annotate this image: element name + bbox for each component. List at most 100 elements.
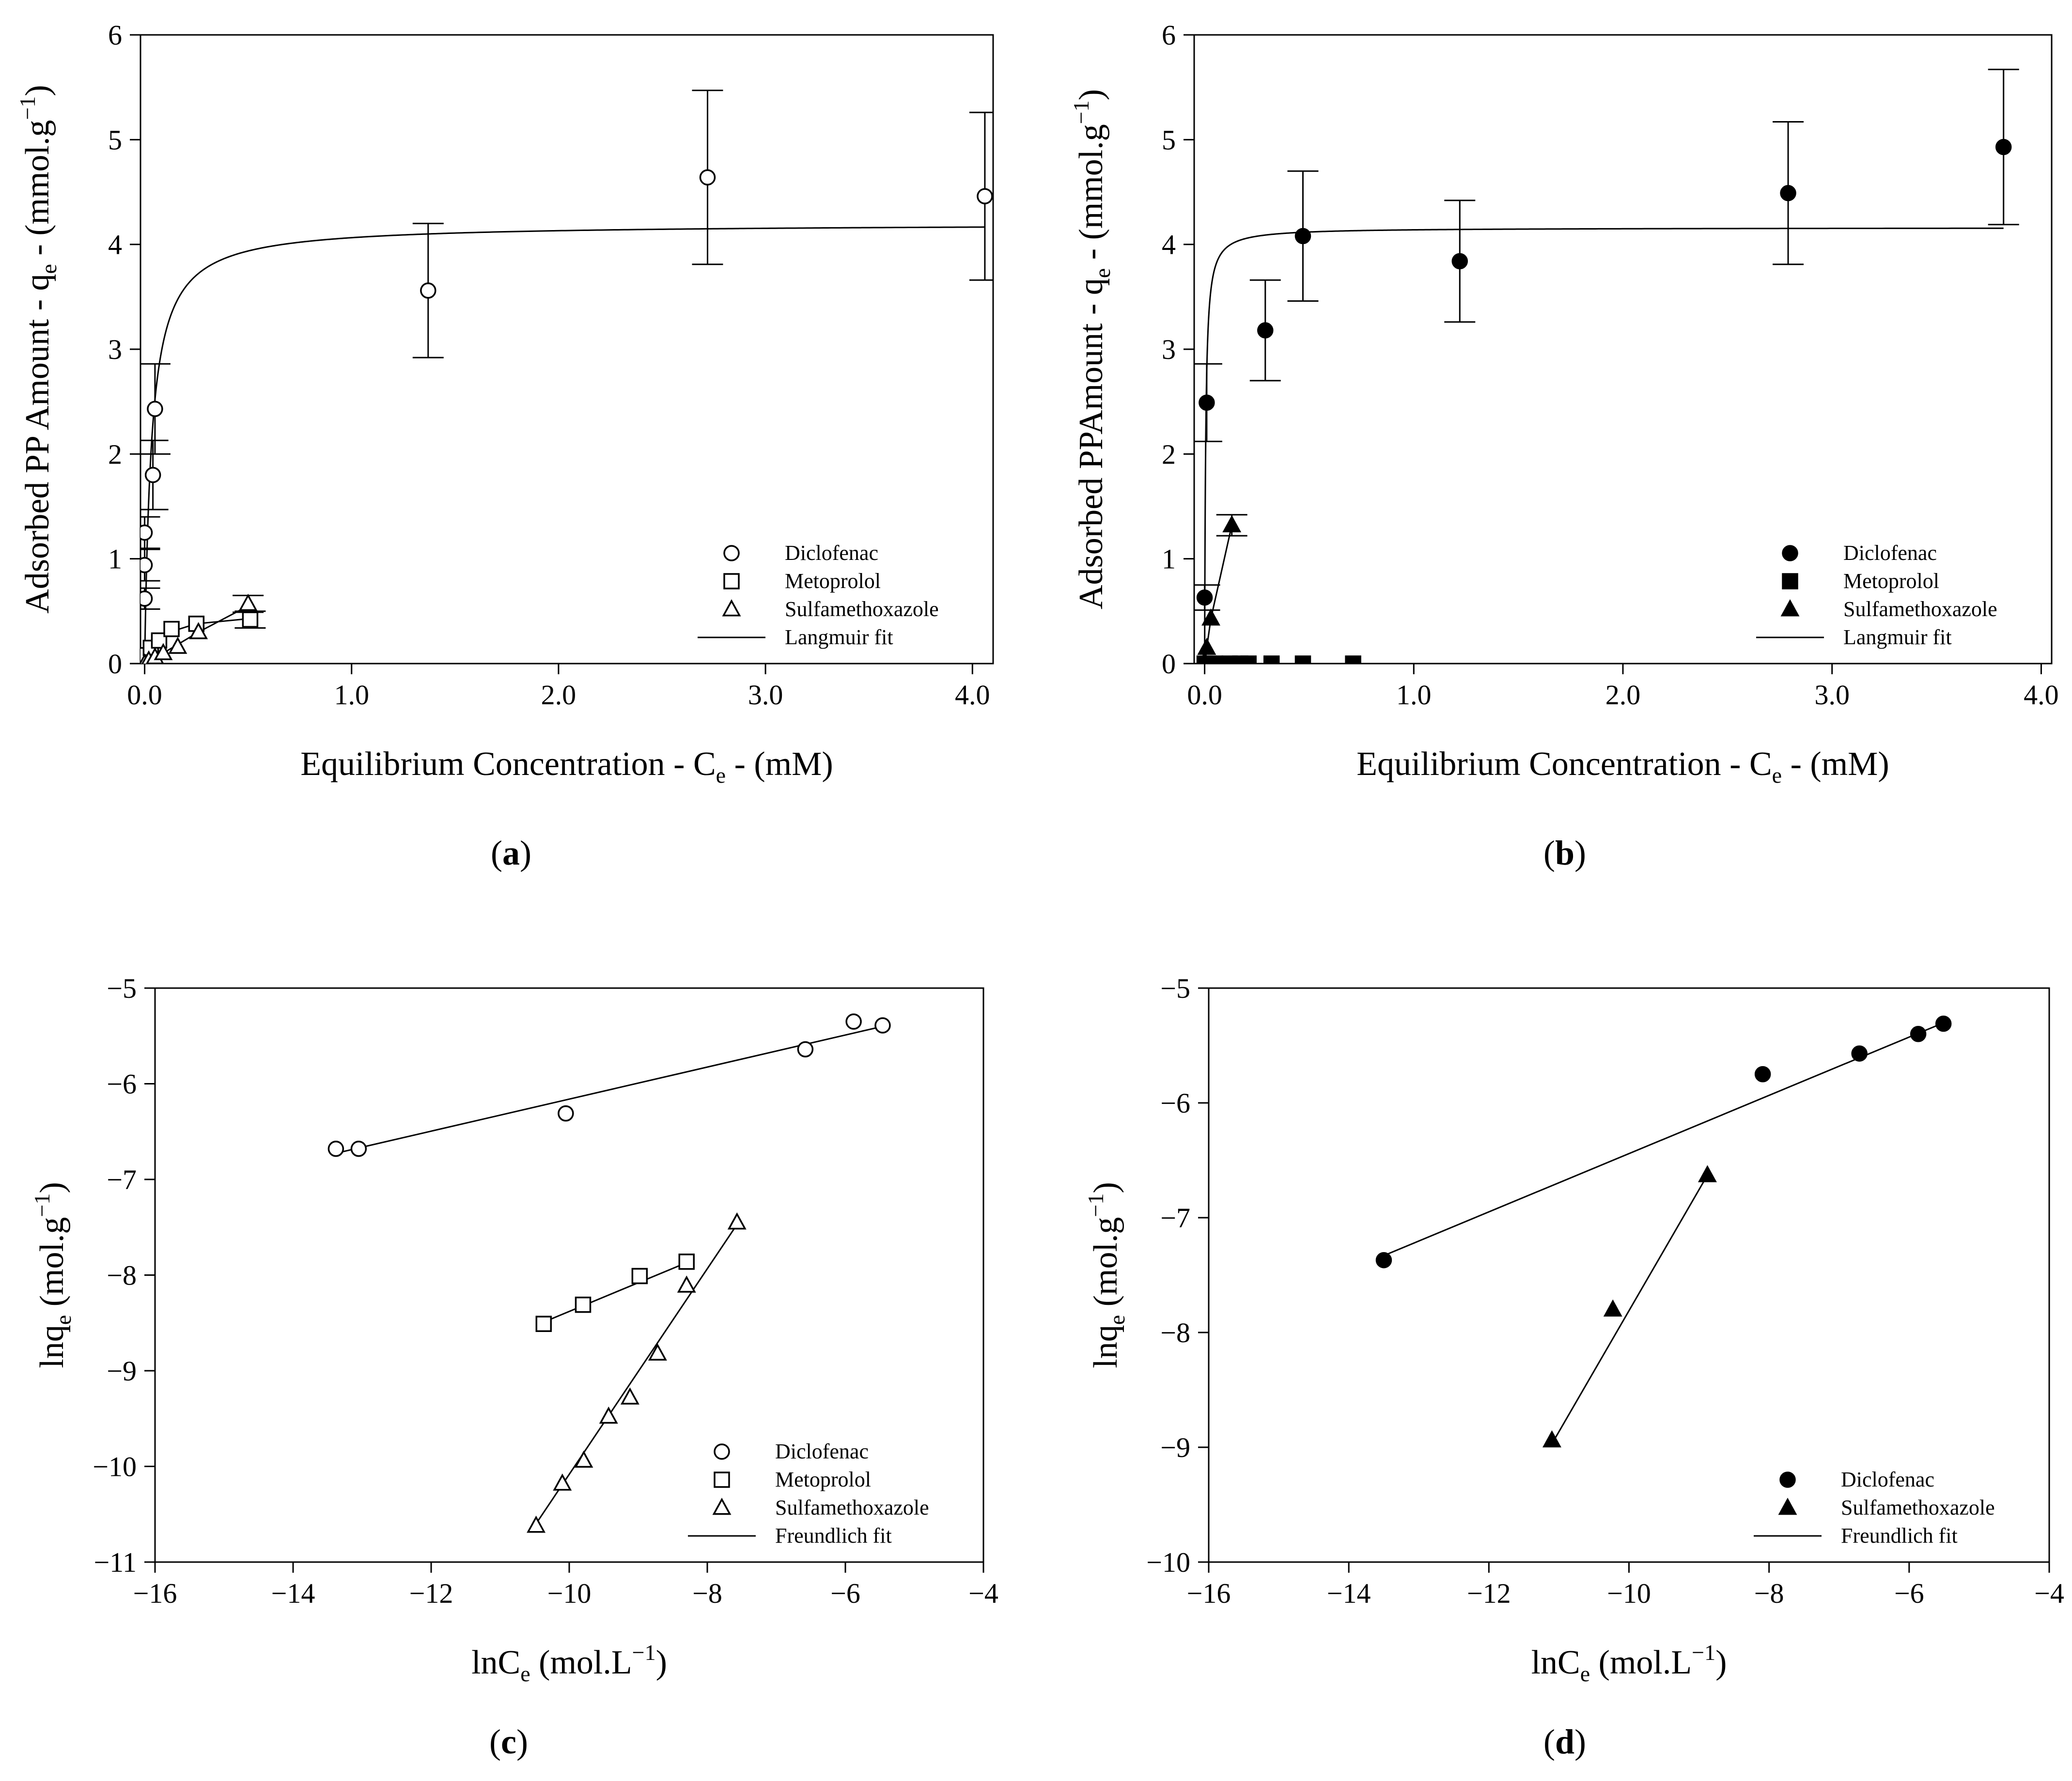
data-point-diclofenac [558, 1105, 574, 1122]
legend-label-metoprolol: Metoprolol [1843, 569, 1939, 593]
x-tick-label: 3.0 [748, 679, 783, 711]
data-point-diclofenac [1851, 1045, 1868, 1062]
y-tick-label: 2 [1162, 438, 1176, 470]
legend-swatch-diclofenac [1782, 545, 1798, 561]
chart-panel-d: −16 −14 −12 −10 −8 −6 −4 −10 −9 −8 −7 −6 −5 lnCe (mol… [1083, 973, 2064, 1761]
legend-label-diclofenac: Diclofenac [1843, 541, 1937, 565]
y-tick-label: 6 [1162, 19, 1176, 51]
legend: Diclofenac Metoprolol Sulfamethoxazole Lang… [698, 541, 939, 649]
data-point-diclofenac [144, 466, 161, 483]
x-tick-label: 3.0 [1814, 679, 1850, 711]
data-point-metoprolol [1345, 655, 1361, 664]
data-point-metoprolol [678, 1254, 695, 1270]
data-point-diclofenac [699, 169, 716, 186]
legend-label-metoprolol: Metoprolol [775, 1468, 871, 1491]
data-point-diclofenac [140, 557, 153, 573]
legend-swatch-sulfamethoxazole [1778, 1498, 1797, 1515]
y-tick-label: −5 [107, 973, 137, 1004]
x-tick-label: 4.0 [955, 679, 990, 711]
data-point-metoprolol [1207, 655, 1223, 664]
x-tick-label: −14 [1327, 1578, 1371, 1609]
panel-caption: (b) [1543, 834, 1586, 872]
legend-label-metoprolol: Metoprolol [785, 569, 881, 593]
data-point-sulfamethoxazole [648, 1343, 667, 1361]
legend-swatch-diclofenac [1779, 1471, 1796, 1488]
x-tick-label: 4.0 [2024, 679, 2059, 711]
data-point-metoprolol [1294, 655, 1311, 664]
y-tick-label: −7 [107, 1164, 137, 1195]
data-point-sulfamethoxazole [553, 1473, 572, 1491]
data-layer [327, 1013, 891, 1533]
legend-label-diclofenac: Diclofenac [1841, 1468, 1934, 1491]
x-axis-title: Equilibrium Concentration - Ce - (mM) [300, 745, 833, 788]
data-point-sulfamethoxazole [527, 1516, 546, 1533]
x-tick-label: −12 [1467, 1578, 1511, 1609]
y-tick-label: 5 [1162, 124, 1176, 155]
legend: Diclofenac Sulfamethoxazole Freundlich fit [1754, 1468, 1995, 1548]
fit-line [541, 1262, 687, 1324]
data-point-metoprolol [242, 611, 259, 628]
y-tick-label: −8 [107, 1260, 137, 1291]
data-point-metoprolol [535, 1316, 552, 1332]
data-point-diclofenac [350, 1141, 367, 1157]
data-point-sulfamethoxazole [168, 636, 187, 654]
x-tick-label: −6 [830, 1578, 860, 1609]
y-tick-label: −10 [1146, 1547, 1190, 1578]
y-tick-label: 0 [1162, 648, 1176, 680]
panel-caption: (c) [489, 1722, 528, 1761]
y-tick-label: 0 [108, 648, 122, 680]
legend: Diclofenac Metoprolol Sulfamethoxazole Lang… [1756, 541, 1997, 649]
data-layer [1194, 68, 2019, 664]
data-point-diclofenac [845, 1013, 862, 1030]
y-tick-label: 5 [108, 124, 122, 155]
legend-label-sulfamethoxazole: Sulfamethoxazole [1841, 1496, 1995, 1519]
legend-swatch-diclofenac [723, 545, 740, 561]
x-tick-label: 0.0 [127, 679, 162, 711]
chart-panel-b: 0.0 1.0 2.0 3.0 4.0 0 1 2 3 4 5 6 Equilibrium Concen… [1069, 19, 2059, 872]
fit-line [1551, 1175, 1708, 1444]
fit-line-langmuir-fit [1204, 227, 2004, 664]
y-tick-label: 2 [108, 438, 122, 470]
y-tick-label: −6 [1160, 1087, 1190, 1119]
data-point-diclofenac [1935, 1015, 1952, 1032]
legend-swatch-metoprolol [723, 573, 740, 589]
x-tick-label: −16 [1187, 1578, 1231, 1609]
legend-label-langmuir-fit: Langmuir fit [785, 625, 893, 649]
y-tick-label: −10 [93, 1451, 137, 1483]
data-point-diclofenac [327, 1141, 344, 1157]
y-tick-label: 3 [108, 334, 122, 365]
y-tick-label: −9 [1160, 1432, 1190, 1463]
data-point-diclofenac [140, 524, 153, 541]
data-point-sulfamethoxazole [599, 1406, 618, 1424]
y-tick-label: −11 [93, 1547, 137, 1578]
y-tick-label: 6 [108, 19, 122, 51]
legend: Diclofenac Metoprolol Sulfamethoxazole Freu… [688, 1440, 929, 1548]
x-tick-label: −10 [547, 1578, 592, 1609]
chart-panel-a: 0.0 1.0 2.0 3.0 4.0 0 1 2 3 4 5 6 Equilibrium Concen… [15, 19, 994, 872]
data-point-metoprolol [631, 1268, 648, 1285]
data-point-diclofenac [1754, 1066, 1771, 1083]
x-tick-label: 0.0 [1187, 679, 1222, 711]
legend-label-diclofenac: Diclofenac [785, 541, 878, 565]
y-axis-title: lnqe (mol.g−1) [30, 1182, 76, 1368]
y-tick-label: 4 [1162, 229, 1176, 261]
y-tick-label: −7 [1160, 1202, 1190, 1234]
x-tick-label: −10 [1607, 1578, 1651, 1609]
x-tick-label: −4 [2034, 1578, 2064, 1609]
data-point-sulfamethoxazole [154, 643, 173, 660]
y-tick-label: −9 [107, 1355, 137, 1387]
data-point-diclofenac [1910, 1026, 1927, 1042]
data-point-sulfamethoxazole [1198, 651, 1212, 664]
legend-label-freundlich-fit: Freundlich fit [775, 1524, 892, 1548]
legend-label-freundlich-fit: Freundlich fit [1841, 1524, 1958, 1548]
x-axis-title: Equilibrium Concentration - Ce - (mM) [1356, 745, 1889, 788]
legend-swatch-sulfamethoxazole [1780, 599, 1800, 617]
data-point-diclofenac [420, 282, 436, 299]
data-point-diclofenac [140, 590, 153, 607]
y-axis-title: Adsorbed PP Amount - qe - (mmol.g−1) [15, 85, 61, 614]
data-point-metoprolol [1263, 655, 1280, 664]
x-tick-label: 2.0 [1605, 679, 1641, 711]
data-point-sulfamethoxazole [620, 1387, 639, 1405]
